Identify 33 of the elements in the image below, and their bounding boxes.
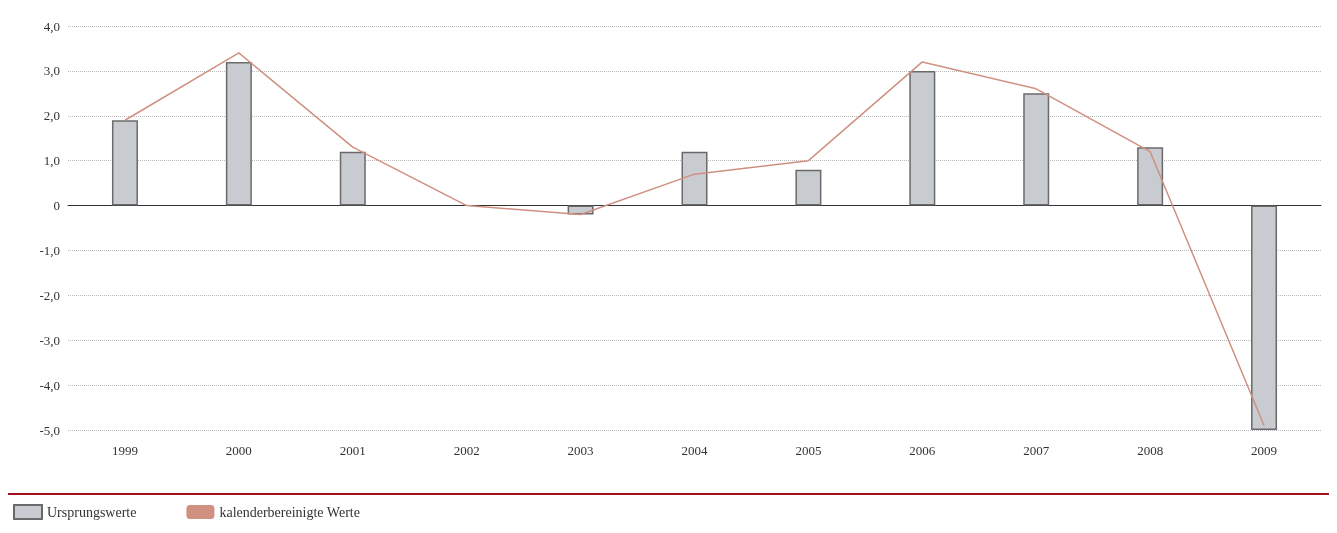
y-tick-label: 4,0 [43,18,60,34]
bar [909,70,936,206]
y-tick-label: 1,0 [43,153,60,169]
x-tick-label: 2008 [1137,443,1164,458]
legend-label: kalenderbereinigte Werte [219,504,360,520]
legend-label: Ursprungswerte [47,504,137,520]
line-series [124,52,1265,427]
bar [111,120,138,206]
x-tick-label: 2002 [453,443,480,458]
bar [339,151,366,206]
y-tick-label: -4,0 [39,377,60,393]
x-tick-label: 2003 [567,443,594,458]
y-tick-label: 3,0 [43,63,60,79]
x-tick-label: 2004 [681,443,708,458]
bar [1137,147,1164,206]
x-tick-label: 2007 [1023,443,1050,458]
x-tick-label: 2005 [795,443,822,458]
x-tick-label: 2001 [339,443,366,458]
bar [1023,93,1050,206]
x-tick-label: 2009 [1251,443,1278,458]
x-tick-label: 2006 [909,443,936,458]
y-tick-label: -2,0 [39,287,60,303]
bar [225,61,252,206]
bar [681,151,708,206]
y-tick-label: -3,0 [39,332,60,348]
y-tick-label: -5,0 [39,422,60,438]
y-tick-label: -1,0 [39,242,60,258]
bar [1251,205,1278,430]
x-tick-label: 2000 [225,443,252,458]
bar [795,169,822,206]
x-tick-label: 1999 [111,443,138,458]
y-tick-label: 0 [53,198,60,214]
y-tick-label: 2,0 [43,108,60,124]
